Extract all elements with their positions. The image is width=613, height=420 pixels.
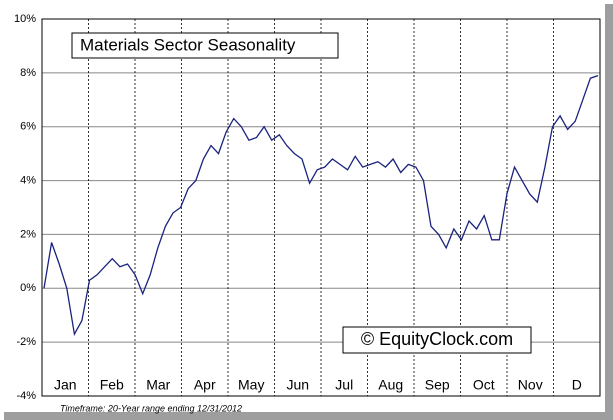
x-tick-label: Jul (335, 377, 353, 393)
month-dividers (88, 19, 601, 396)
title-box (71, 32, 339, 59)
shadow-bottom (4, 412, 613, 420)
x-tick-label: Mar (146, 377, 170, 393)
x-tick-label: Jun (286, 377, 309, 393)
y-tick-label: 0% (20, 282, 36, 294)
x-tick-label: May (238, 377, 264, 393)
x-tick-label: D (572, 377, 582, 393)
chart-title: Materials Sector Seasonality (80, 35, 296, 54)
y-tick-label: -4% (16, 390, 36, 402)
footnote: Timeframe: 20-Year range ending 12/31/20… (60, 403, 242, 413)
watermark: © EquityClock.com (361, 329, 513, 349)
x-tick-label: Sep (425, 377, 450, 393)
watermark-box (342, 326, 532, 354)
x-tick-label: Oct (473, 377, 495, 393)
y-tick-label: 4% (20, 174, 36, 186)
y-tick-label: -2% (16, 336, 36, 348)
y-tick-label: 10% (14, 13, 36, 25)
x-tick-label: Feb (100, 377, 124, 393)
data-line (43, 74, 599, 337)
x-tick-label: Nov (518, 377, 543, 393)
x-tick-label: Apr (194, 377, 216, 393)
x-tick-label: Aug (378, 377, 403, 393)
y-tick-label: 8% (20, 67, 36, 79)
x-tick-label: Jan (54, 377, 77, 393)
y-tick-label: 6% (20, 121, 36, 133)
shadow-right (605, 4, 613, 420)
y-tick-label: 2% (20, 228, 36, 240)
plot-frame (41, 18, 601, 397)
